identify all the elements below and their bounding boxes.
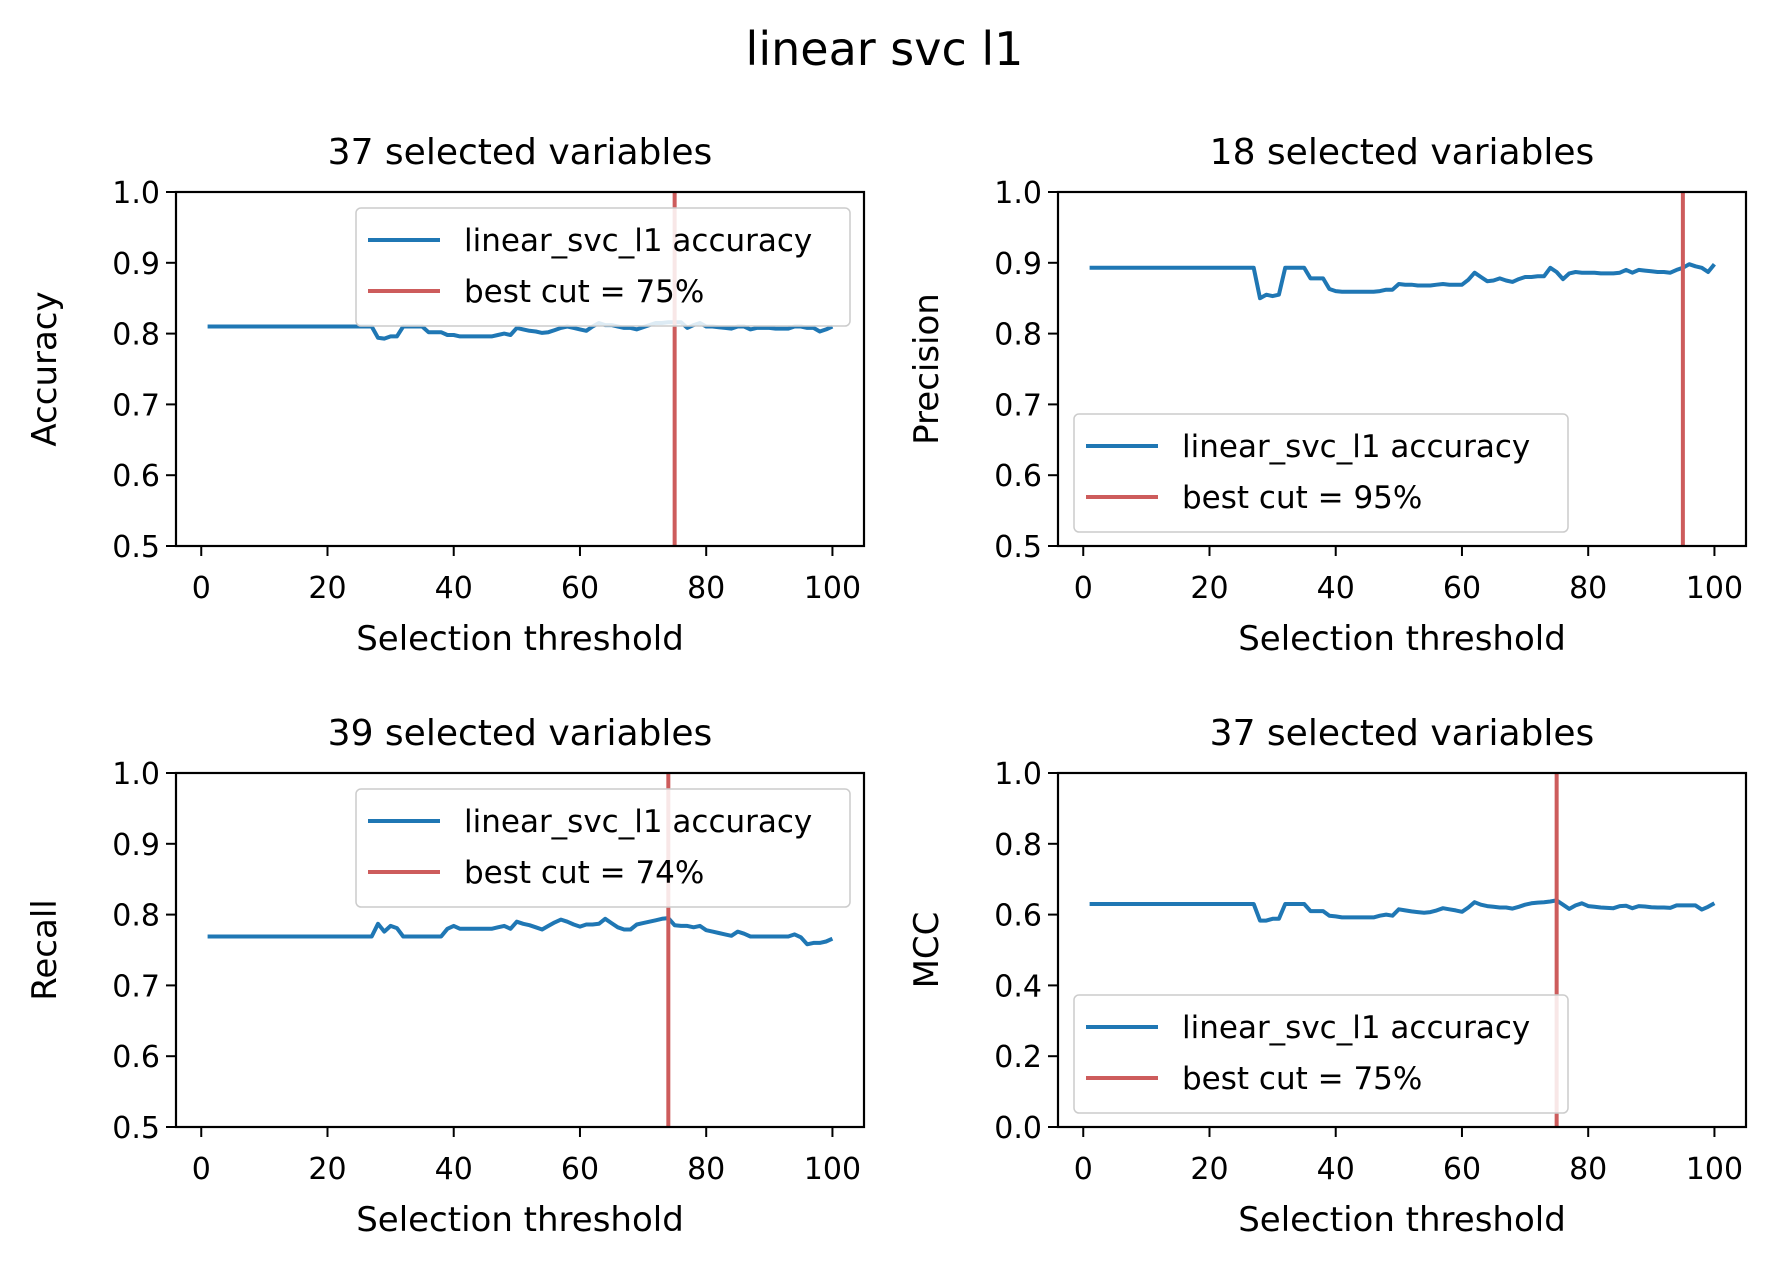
- x-tick-label: 40: [1317, 1152, 1355, 1187]
- axes-frame: [1056, 771, 1748, 1129]
- x-tick-label: 60: [561, 1152, 599, 1187]
- subplot-title: 37 selected variables: [1210, 713, 1595, 754]
- y-tick-label: 0.2: [994, 1040, 1042, 1075]
- x-tick-label: 40: [435, 571, 473, 606]
- x-tick-label: 0: [192, 1152, 211, 1187]
- y-tick-label: 0.6: [112, 459, 160, 494]
- subplot-title: 39 selected variables: [328, 713, 713, 754]
- x-tick-label: 20: [308, 571, 346, 606]
- legend: linear_svc_l1 accuracy best cut = 75%: [355, 207, 851, 327]
- figure-title: linear svc l1: [745, 22, 1024, 76]
- x-axis-label: Selection threshold: [1238, 1200, 1566, 1240]
- y-tick-label: 0.7: [994, 388, 1042, 423]
- x-tick-label: 100: [804, 571, 861, 606]
- x-tick-label: 20: [1190, 571, 1228, 606]
- legend-label-best-cut: best cut = 95%: [1182, 480, 1422, 516]
- y-axis-label: MCC: [907, 912, 947, 989]
- axes-frame: [1056, 190, 1748, 548]
- legend-label-best-cut: best cut = 75%: [1182, 1061, 1422, 1097]
- x-axis-label: Selection threshold: [1238, 619, 1566, 659]
- y-tick-label: 0.9: [112, 247, 160, 282]
- y-tick-label: 1.0: [994, 757, 1042, 792]
- subplot-2: 0 20 40 60 80 100 0.5 0.6 0.7 0.8 0.9 1.0 18 selecte…: [907, 132, 1748, 659]
- y-tick-label: 0.8: [112, 318, 160, 353]
- y-tick-label: 0.6: [994, 899, 1042, 934]
- legend-label-series: linear_svc_l1 accuracy: [464, 804, 812, 840]
- y-tick-label: 0.9: [112, 828, 160, 863]
- y-tick-label: 0.4: [994, 969, 1042, 1004]
- subplot-title: 37 selected variables: [328, 132, 713, 173]
- series-line: [1089, 898, 1716, 923]
- x-tick-label: 80: [1569, 1152, 1607, 1187]
- y-tick-label: 0.8: [994, 318, 1042, 353]
- y-tick-label: 0.5: [994, 530, 1042, 565]
- x-tick-label: 80: [687, 571, 725, 606]
- x-tick-label: 0: [1074, 1152, 1093, 1187]
- y-tick-label: 0.6: [994, 459, 1042, 494]
- subplot-4: 0 20 40 60 80 100 0.0 0.2 0.4 0.6 0.8 1.0 37 selecte…: [907, 713, 1748, 1240]
- x-tick-label: 100: [1686, 571, 1743, 606]
- x-axis-label: Selection threshold: [356, 1200, 684, 1240]
- x-tick-label: 20: [308, 1152, 346, 1187]
- x-tick-label: 60: [1443, 1152, 1481, 1187]
- x-axis-label: Selection threshold: [356, 619, 684, 659]
- y-tick-label: 0.0: [994, 1111, 1042, 1146]
- legend-label-series: linear_svc_l1 accuracy: [1182, 1010, 1530, 1046]
- x-tick-label: 100: [1686, 1152, 1743, 1187]
- x-tick-label: 80: [687, 1152, 725, 1187]
- subplot-title: 18 selected variables: [1210, 132, 1595, 173]
- y-tick-label: 1.0: [112, 176, 160, 211]
- x-tick-label: 60: [1443, 571, 1481, 606]
- legend-box: [355, 207, 851, 327]
- y-tick-label: 1.0: [994, 176, 1042, 211]
- y-tick-label: 0.8: [112, 899, 160, 934]
- y-tick-label: 0.7: [112, 388, 160, 423]
- y-tick-label: 1.0: [112, 757, 160, 792]
- axes-frame: [174, 771, 866, 1129]
- series-line: [1089, 262, 1716, 301]
- x-tick-label: 40: [1317, 571, 1355, 606]
- legend-box: [1073, 994, 1569, 1114]
- x-tick-label: 20: [1190, 1152, 1228, 1187]
- y-tick-label: 0.7: [112, 969, 160, 1004]
- y-tick-label: 0.6: [112, 1040, 160, 1075]
- legend-box: [1073, 413, 1569, 533]
- subplot-3: 0 20 40 60 80 100 0.5 0.6 0.7 0.8 0.9 1.0 39 selecte…: [25, 713, 866, 1240]
- x-tick-label: 0: [1074, 571, 1093, 606]
- y-axis-label: Accuracy: [25, 291, 65, 446]
- subplot-1: 0 20 40 60 80 100 0.5 0.6 0.7 0.8 0.9 1.0 37 selecte…: [25, 132, 866, 659]
- axes-frame: [174, 190, 866, 548]
- legend-label-series: linear_svc_l1 accuracy: [464, 223, 812, 259]
- legend: linear_svc_l1 accuracy best cut = 75%: [1073, 994, 1569, 1114]
- legend: linear_svc_l1 accuracy best cut = 74%: [355, 788, 851, 908]
- legend-label-best-cut: best cut = 75%: [464, 274, 704, 310]
- legend: linear_svc_l1 accuracy best cut = 95%: [1073, 413, 1569, 533]
- x-tick-label: 40: [435, 1152, 473, 1187]
- legend-box: [355, 788, 851, 908]
- x-tick-label: 0: [192, 571, 211, 606]
- x-tick-label: 80: [1569, 571, 1607, 606]
- y-axis-label: Precision: [907, 293, 947, 445]
- y-tick-label: 0.8: [994, 828, 1042, 863]
- series-line: [207, 916, 834, 947]
- legend-label-best-cut: best cut = 74%: [464, 855, 704, 891]
- y-axis-label: Recall: [25, 899, 65, 1000]
- x-tick-label: 60: [561, 571, 599, 606]
- legend-label-series: linear_svc_l1 accuracy: [1182, 429, 1530, 465]
- y-tick-label: 0.9: [994, 247, 1042, 282]
- x-tick-label: 100: [804, 1152, 861, 1187]
- y-tick-label: 0.5: [112, 1111, 160, 1146]
- y-tick-label: 0.5: [112, 530, 160, 565]
